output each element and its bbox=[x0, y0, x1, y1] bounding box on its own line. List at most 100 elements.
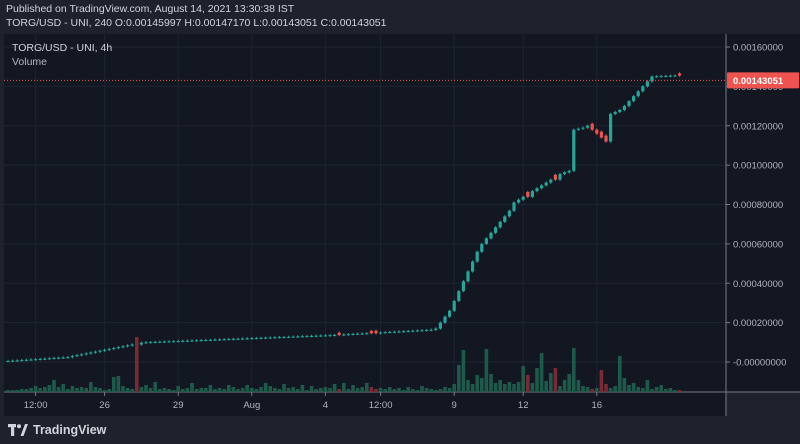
volume-bar bbox=[383, 389, 387, 392]
candle-body bbox=[397, 331, 401, 333]
candle-body bbox=[457, 291, 461, 301]
volume-bar bbox=[199, 388, 203, 392]
candle-body bbox=[319, 335, 323, 337]
candle-body bbox=[622, 106, 626, 110]
candle-body bbox=[93, 351, 97, 353]
candle-body bbox=[139, 342, 143, 345]
volume-bar bbox=[176, 386, 180, 392]
volume-bar bbox=[535, 368, 539, 392]
candle-body bbox=[576, 128, 580, 130]
time-tick-label: 12 bbox=[518, 400, 529, 411]
volume-bar bbox=[38, 388, 42, 392]
volume-bar bbox=[664, 389, 668, 392]
volume-bar bbox=[475, 375, 479, 392]
volume-bar bbox=[56, 387, 61, 392]
candle-body bbox=[507, 210, 511, 217]
candle-body bbox=[337, 332, 341, 335]
volume-bar bbox=[438, 389, 443, 392]
candle-body bbox=[204, 340, 208, 342]
volume-bar bbox=[6, 390, 10, 392]
candle-body bbox=[595, 129, 599, 134]
time-tick-label: 12:00 bbox=[24, 400, 48, 411]
price-tick-label: 0.00080000 bbox=[733, 200, 783, 211]
ohlc-l-label: L: bbox=[253, 17, 263, 29]
volume-bar bbox=[631, 383, 636, 392]
candle-body bbox=[153, 341, 157, 343]
candle-body bbox=[323, 335, 327, 337]
candle-body bbox=[107, 349, 111, 351]
volume-bar bbox=[604, 384, 608, 392]
volume-bar bbox=[461, 350, 466, 392]
volume-bar bbox=[447, 388, 452, 392]
volume-bar bbox=[259, 387, 263, 392]
volume-bar bbox=[346, 389, 351, 392]
volume-bar bbox=[618, 356, 622, 392]
volume-bar bbox=[286, 388, 291, 392]
volume-bar bbox=[599, 370, 604, 392]
candle-body bbox=[112, 348, 116, 350]
candle-body bbox=[287, 336, 291, 338]
candle-body bbox=[222, 339, 226, 341]
candle-body bbox=[411, 330, 415, 332]
volume-bar bbox=[158, 389, 162, 392]
candle-body bbox=[438, 322, 442, 329]
candle-body bbox=[678, 73, 682, 76]
candle-body bbox=[567, 170, 571, 173]
price-tick-label: -0.00000000 bbox=[733, 358, 786, 369]
volume-bar bbox=[498, 380, 502, 392]
candle-body bbox=[609, 113, 613, 142]
time-tick-label: Aug bbox=[243, 400, 260, 411]
candle-body bbox=[158, 341, 162, 343]
volume-bar bbox=[411, 389, 415, 392]
tradingview-brand[interactable]: TradingView bbox=[8, 423, 106, 437]
volume-bar bbox=[512, 384, 516, 392]
time-axis[interactable] bbox=[4, 392, 726, 416]
chart-plot-area[interactable] bbox=[4, 34, 726, 392]
volume-bar bbox=[332, 384, 337, 392]
candle-body bbox=[195, 340, 199, 342]
candle-body bbox=[494, 227, 498, 233]
candle-body bbox=[402, 331, 406, 333]
volume-bar bbox=[452, 384, 456, 392]
volume-bar bbox=[369, 387, 374, 392]
candle-body bbox=[162, 341, 166, 343]
price-tick-label: 0.00160000 bbox=[733, 43, 783, 54]
candle-body bbox=[489, 232, 493, 239]
last-price-tag[interactable] bbox=[727, 72, 799, 89]
candle-body bbox=[632, 96, 636, 102]
volume-bar bbox=[572, 348, 576, 392]
volume-bar bbox=[401, 390, 406, 392]
legend-title[interactable]: TORG/USD - UNI, 4h bbox=[12, 42, 113, 54]
candle-body bbox=[484, 238, 488, 244]
volume-bar bbox=[162, 388, 167, 392]
volume-bar bbox=[392, 389, 397, 392]
price-axis[interactable] bbox=[726, 34, 800, 392]
candle-body bbox=[245, 338, 249, 340]
candle-body bbox=[227, 339, 231, 341]
candle-body bbox=[503, 216, 507, 222]
volume-bar bbox=[424, 388, 429, 392]
candle-body bbox=[277, 337, 281, 339]
volume-bar bbox=[15, 390, 19, 392]
candle-body bbox=[34, 359, 38, 361]
candle-body bbox=[668, 75, 672, 77]
volume-bar bbox=[558, 386, 562, 392]
candle-body bbox=[254, 338, 258, 340]
candle-body bbox=[130, 344, 134, 346]
candle-body bbox=[98, 350, 102, 352]
candle-body bbox=[374, 330, 378, 334]
volume-bar bbox=[351, 385, 355, 392]
volume-bar bbox=[516, 382, 521, 392]
volume-bar bbox=[52, 380, 56, 392]
candle-body bbox=[218, 339, 222, 341]
legend-volume[interactable]: Volume bbox=[12, 56, 48, 68]
candle-body bbox=[448, 310, 452, 317]
candle-body bbox=[208, 339, 212, 341]
volume-bar bbox=[378, 388, 383, 392]
volume-bar bbox=[300, 385, 305, 392]
last-price-label: 0.00143051 bbox=[733, 76, 784, 87]
candle-body bbox=[43, 358, 47, 360]
volume-bar bbox=[521, 366, 525, 392]
volume-bar bbox=[342, 383, 346, 392]
